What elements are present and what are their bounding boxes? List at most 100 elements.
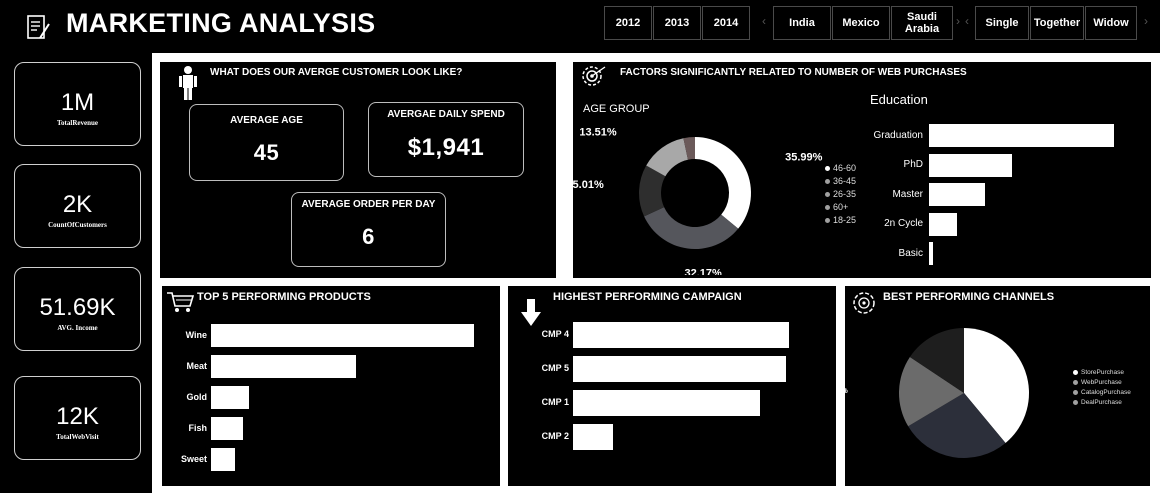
age-group-donut-chart: 35.99%32.17%15.01%13.51%3.32%: [573, 127, 823, 275]
network-gear-icon: [851, 290, 877, 321]
kpi-value: 2K: [62, 191, 93, 218]
country-slicer-mexico[interactable]: Mexico: [832, 6, 890, 40]
campaign-axis-label: CMP 2: [541, 431, 569, 441]
education-axis-label: 2n Cycle: [884, 218, 923, 229]
legend-label: 18-25: [833, 215, 857, 225]
average-order-label: AVERAGE ORDER PER DAY: [301, 199, 436, 210]
education-bar-phd: [929, 153, 1013, 177]
campaign-bar-cmp-2: [573, 424, 613, 450]
education-axis-label: Basic: [898, 247, 923, 259]
age-legend-item: 36-45: [825, 176, 856, 186]
education-bar-master: [929, 183, 985, 206]
education-bar-graduation: [929, 124, 1114, 147]
education-bar-chart: Graduation PhD Master 2n Cycle Basic: [840, 118, 1140, 273]
legend-swatch: [1073, 379, 1078, 385]
channel-slice-storepurchase: [964, 328, 1029, 443]
legend-swatch: [825, 179, 830, 185]
product-bar-gold: [211, 386, 249, 409]
age-slice-26-35: [639, 165, 666, 217]
education-bar-basic: [929, 242, 933, 265]
average-age-label: AVERAGE AGE: [230, 115, 303, 126]
campaign-axis-label: CMP 5: [541, 363, 569, 373]
product-axis-label: Sweet: [180, 453, 207, 464]
products-panel-title: TOP 5 PERFORMING PRODUCTS: [197, 291, 371, 303]
legend-swatch: [825, 192, 830, 198]
channel-legend-item: CatalogPurchase: [1073, 389, 1131, 396]
marital-slicer-together[interactable]: Together: [1030, 6, 1084, 40]
page-title: MARKETING ANALYSIS: [66, 8, 376, 38]
legend-label: CatalogPurchase: [1081, 389, 1131, 396]
kpi-value: 12K: [56, 403, 99, 430]
legend-label: DealPurchase: [1081, 399, 1122, 406]
product-axis-label: Gold: [186, 391, 208, 402]
channel-legend-item: StorePurchase: [1073, 369, 1131, 376]
education-bar-2n-cycle: [929, 212, 957, 236]
product-axis-label: Meat: [186, 360, 207, 371]
legend-swatch: [825, 205, 830, 211]
age-data-label: 35.99%: [785, 152, 823, 164]
age-slice-46-60: [695, 137, 751, 229]
target-gear-icon: [580, 64, 606, 93]
legend-swatch: [1073, 369, 1078, 375]
person-icon: [178, 65, 198, 106]
chevron-right-icon[interactable]: ›: [956, 14, 960, 28]
kpi-card-count-customers: 2K CountOfCustomers: [14, 164, 141, 248]
age-legend-item: 46-60: [825, 163, 856, 173]
marital-slicer-widow[interactable]: Widow: [1085, 6, 1137, 40]
channel-slice-webpurchase: [908, 393, 1006, 458]
arrow-down-icon: [521, 299, 541, 332]
education-title: Education: [870, 92, 928, 107]
legend-label: 46-60: [833, 163, 857, 173]
product-axis-label: Wine: [185, 329, 207, 340]
kpi-label: CountOfCustomers: [48, 221, 107, 229]
country-slicer-india[interactable]: India: [773, 6, 831, 40]
average-daily-spend-label: AVERGAE DAILY SPEND: [387, 109, 505, 120]
legend-label: StorePurchase: [1081, 369, 1124, 376]
country-slicer-saudi-arabia[interactable]: Saudi Arabia: [891, 6, 953, 40]
average-daily-spend-card: AVERGAE DAILY SPEND $1,941: [368, 102, 524, 177]
campaign-panel: [508, 286, 836, 486]
marital-slicer-single[interactable]: Single: [975, 6, 1029, 40]
age-data-label: 32.17%: [684, 267, 722, 275]
kpi-label: AVG. Income: [57, 324, 98, 332]
campaign-bar-chart: CMP 4 CMP 5 CMP 1 CMP 2: [508, 318, 836, 468]
product-axis-label: Fish: [188, 422, 207, 433]
product-bar-fish: [211, 417, 244, 440]
kpi-card-total-web-visit: 12K TotalWebVisit: [14, 376, 141, 460]
age-legend-item: 26-35: [825, 189, 856, 199]
channels-panel-title: BEST PERFORMING CHANNELS: [883, 291, 1055, 303]
campaign-panel-title: HIGHEST PERFORMING CAMPAIGN: [553, 291, 742, 303]
channel-slice-dealpurchase: [909, 328, 964, 393]
kpi-label: TotalRevenue: [57, 119, 98, 127]
factors-panel-title: FACTORS SIGNIFICANTLY RELATED TO NUMBER …: [620, 67, 967, 78]
campaign-bar-cmp-5: [573, 356, 787, 382]
year-slicer-2013[interactable]: 2013: [653, 6, 701, 40]
kpi-label: TotalWebVisit: [56, 433, 99, 441]
age-legend-item: 60+: [825, 202, 856, 212]
year-slicer-2012[interactable]: 2012: [604, 6, 652, 40]
channels-pie-chart: 38.96%27.48%17.91%15.64%: [845, 328, 1029, 458]
report-icon: [26, 14, 52, 42]
legend-label: WebPurchase: [1081, 379, 1122, 386]
average-age-value: 45: [253, 140, 280, 165]
age-slice-60: [646, 138, 688, 177]
average-order-card: AVERAGE ORDER PER DAY 6: [291, 192, 446, 267]
product-bar-sweet: [211, 448, 235, 471]
year-slicer-2014[interactable]: 2014: [702, 6, 750, 40]
product-bar-wine: [211, 324, 474, 347]
header-bar: [0, 0, 1160, 53]
chevron-right-icon[interactable]: ›: [1144, 14, 1148, 28]
age-group-legend: 46-60 36-45 26-35 60+ 18-25: [825, 163, 856, 228]
age-data-label: 15.01%: [573, 179, 604, 191]
age-legend-item: 18-25: [825, 215, 856, 225]
kpi-card-total-revenue: 1M TotalRevenue: [14, 62, 141, 146]
chevron-left-icon[interactable]: ‹: [965, 14, 969, 28]
channel-legend-item: WebPurchase: [1073, 379, 1131, 386]
age-slice-18-25: [683, 137, 695, 160]
age-group-title: AGE GROUP: [583, 103, 650, 115]
channels-legend: StorePurchase WebPurchase CatalogPurchase D…: [1073, 369, 1131, 409]
education-axis-label: PhD: [903, 159, 923, 170]
legend-swatch: [1073, 399, 1078, 405]
products-bar-chart: Wine Meat Gold Fish Sweet: [162, 318, 500, 478]
chevron-left-icon[interactable]: ‹: [762, 14, 766, 28]
